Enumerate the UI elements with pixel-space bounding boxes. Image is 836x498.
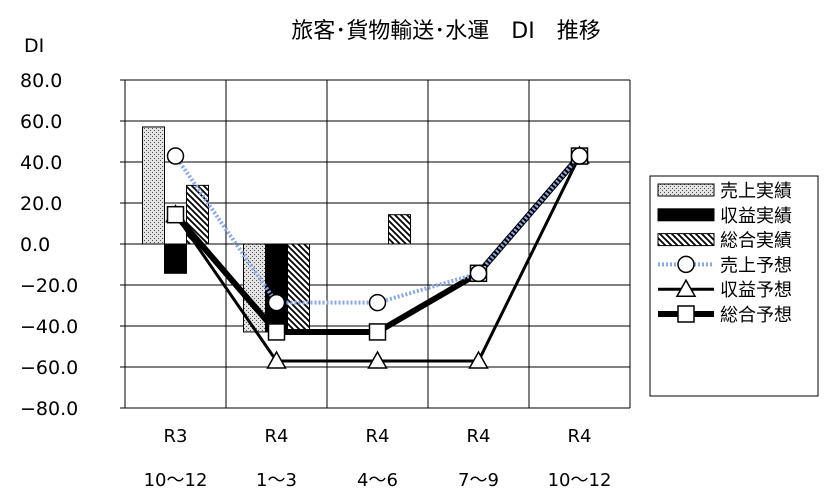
legend-key	[657, 183, 715, 197]
y-tick-label: −20.0	[20, 275, 78, 297]
x-tick-label: 10〜12	[144, 470, 208, 491]
line-point	[677, 305, 695, 323]
x-tick-label: R4	[467, 426, 491, 447]
line-point	[267, 323, 286, 341]
line-point	[570, 147, 589, 165]
x-tick-label: 4〜6	[357, 470, 398, 491]
x-tick-label: R4	[366, 426, 390, 447]
y-tick-label: −60.0	[20, 357, 78, 379]
legend-label: 収益実績	[720, 206, 792, 227]
line-point	[468, 350, 489, 369]
line-point	[368, 293, 387, 312]
legend-key	[657, 233, 715, 247]
x-tick-label: R3	[164, 426, 188, 447]
bar-mark	[287, 243, 310, 333]
legend-label: 総合実績	[720, 231, 792, 252]
line-point	[469, 264, 488, 283]
line-point	[367, 350, 388, 369]
x-tick-label: 10〜12	[548, 470, 612, 491]
line-layer	[165, 145, 590, 369]
legend-label: 収益予想	[720, 280, 792, 301]
y-tick-label: 20.0	[20, 193, 62, 215]
bar-mark	[142, 126, 165, 245]
line-point	[166, 147, 185, 165]
line-point	[267, 293, 286, 312]
y-tick-label: −40.0	[20, 316, 78, 338]
y-tick-label: 80.0	[20, 70, 62, 92]
bar-layer	[142, 126, 411, 333]
legend-label: 売上予想	[720, 255, 792, 276]
line-point	[675, 278, 697, 297]
x-tick-label: R4	[265, 426, 289, 447]
legend-label: 総合予想	[720, 305, 792, 326]
line-point	[166, 205, 185, 224]
bar-mark	[164, 243, 187, 274]
line-point	[368, 323, 387, 341]
legend-label: 売上実績	[720, 181, 792, 202]
x-tick-label: 7〜9	[458, 470, 499, 491]
legend-key	[657, 208, 715, 222]
bar-mark	[388, 214, 411, 245]
x-tick-label: R4	[568, 426, 592, 447]
y-axis-label: DI	[24, 35, 44, 57]
y-tick-label: 60.0	[20, 111, 62, 133]
line-point	[266, 350, 287, 369]
y-tick-label: 40.0	[20, 152, 62, 174]
plot-grid	[124, 79, 631, 409]
line-point	[677, 255, 695, 274]
x-tick-label: 1〜3	[256, 470, 297, 491]
y-tick-label: −80.0	[20, 398, 78, 420]
chart-title: 旅客･貨物輸送･水運 DI 推移	[291, 19, 600, 44]
axis-layer: 80.0 60.0 40.0 20.0 0.0 −20.0 −40.0 −60.0 −80.0 R…	[20, 70, 611, 491]
y-tick-label: 0.0	[20, 234, 50, 256]
